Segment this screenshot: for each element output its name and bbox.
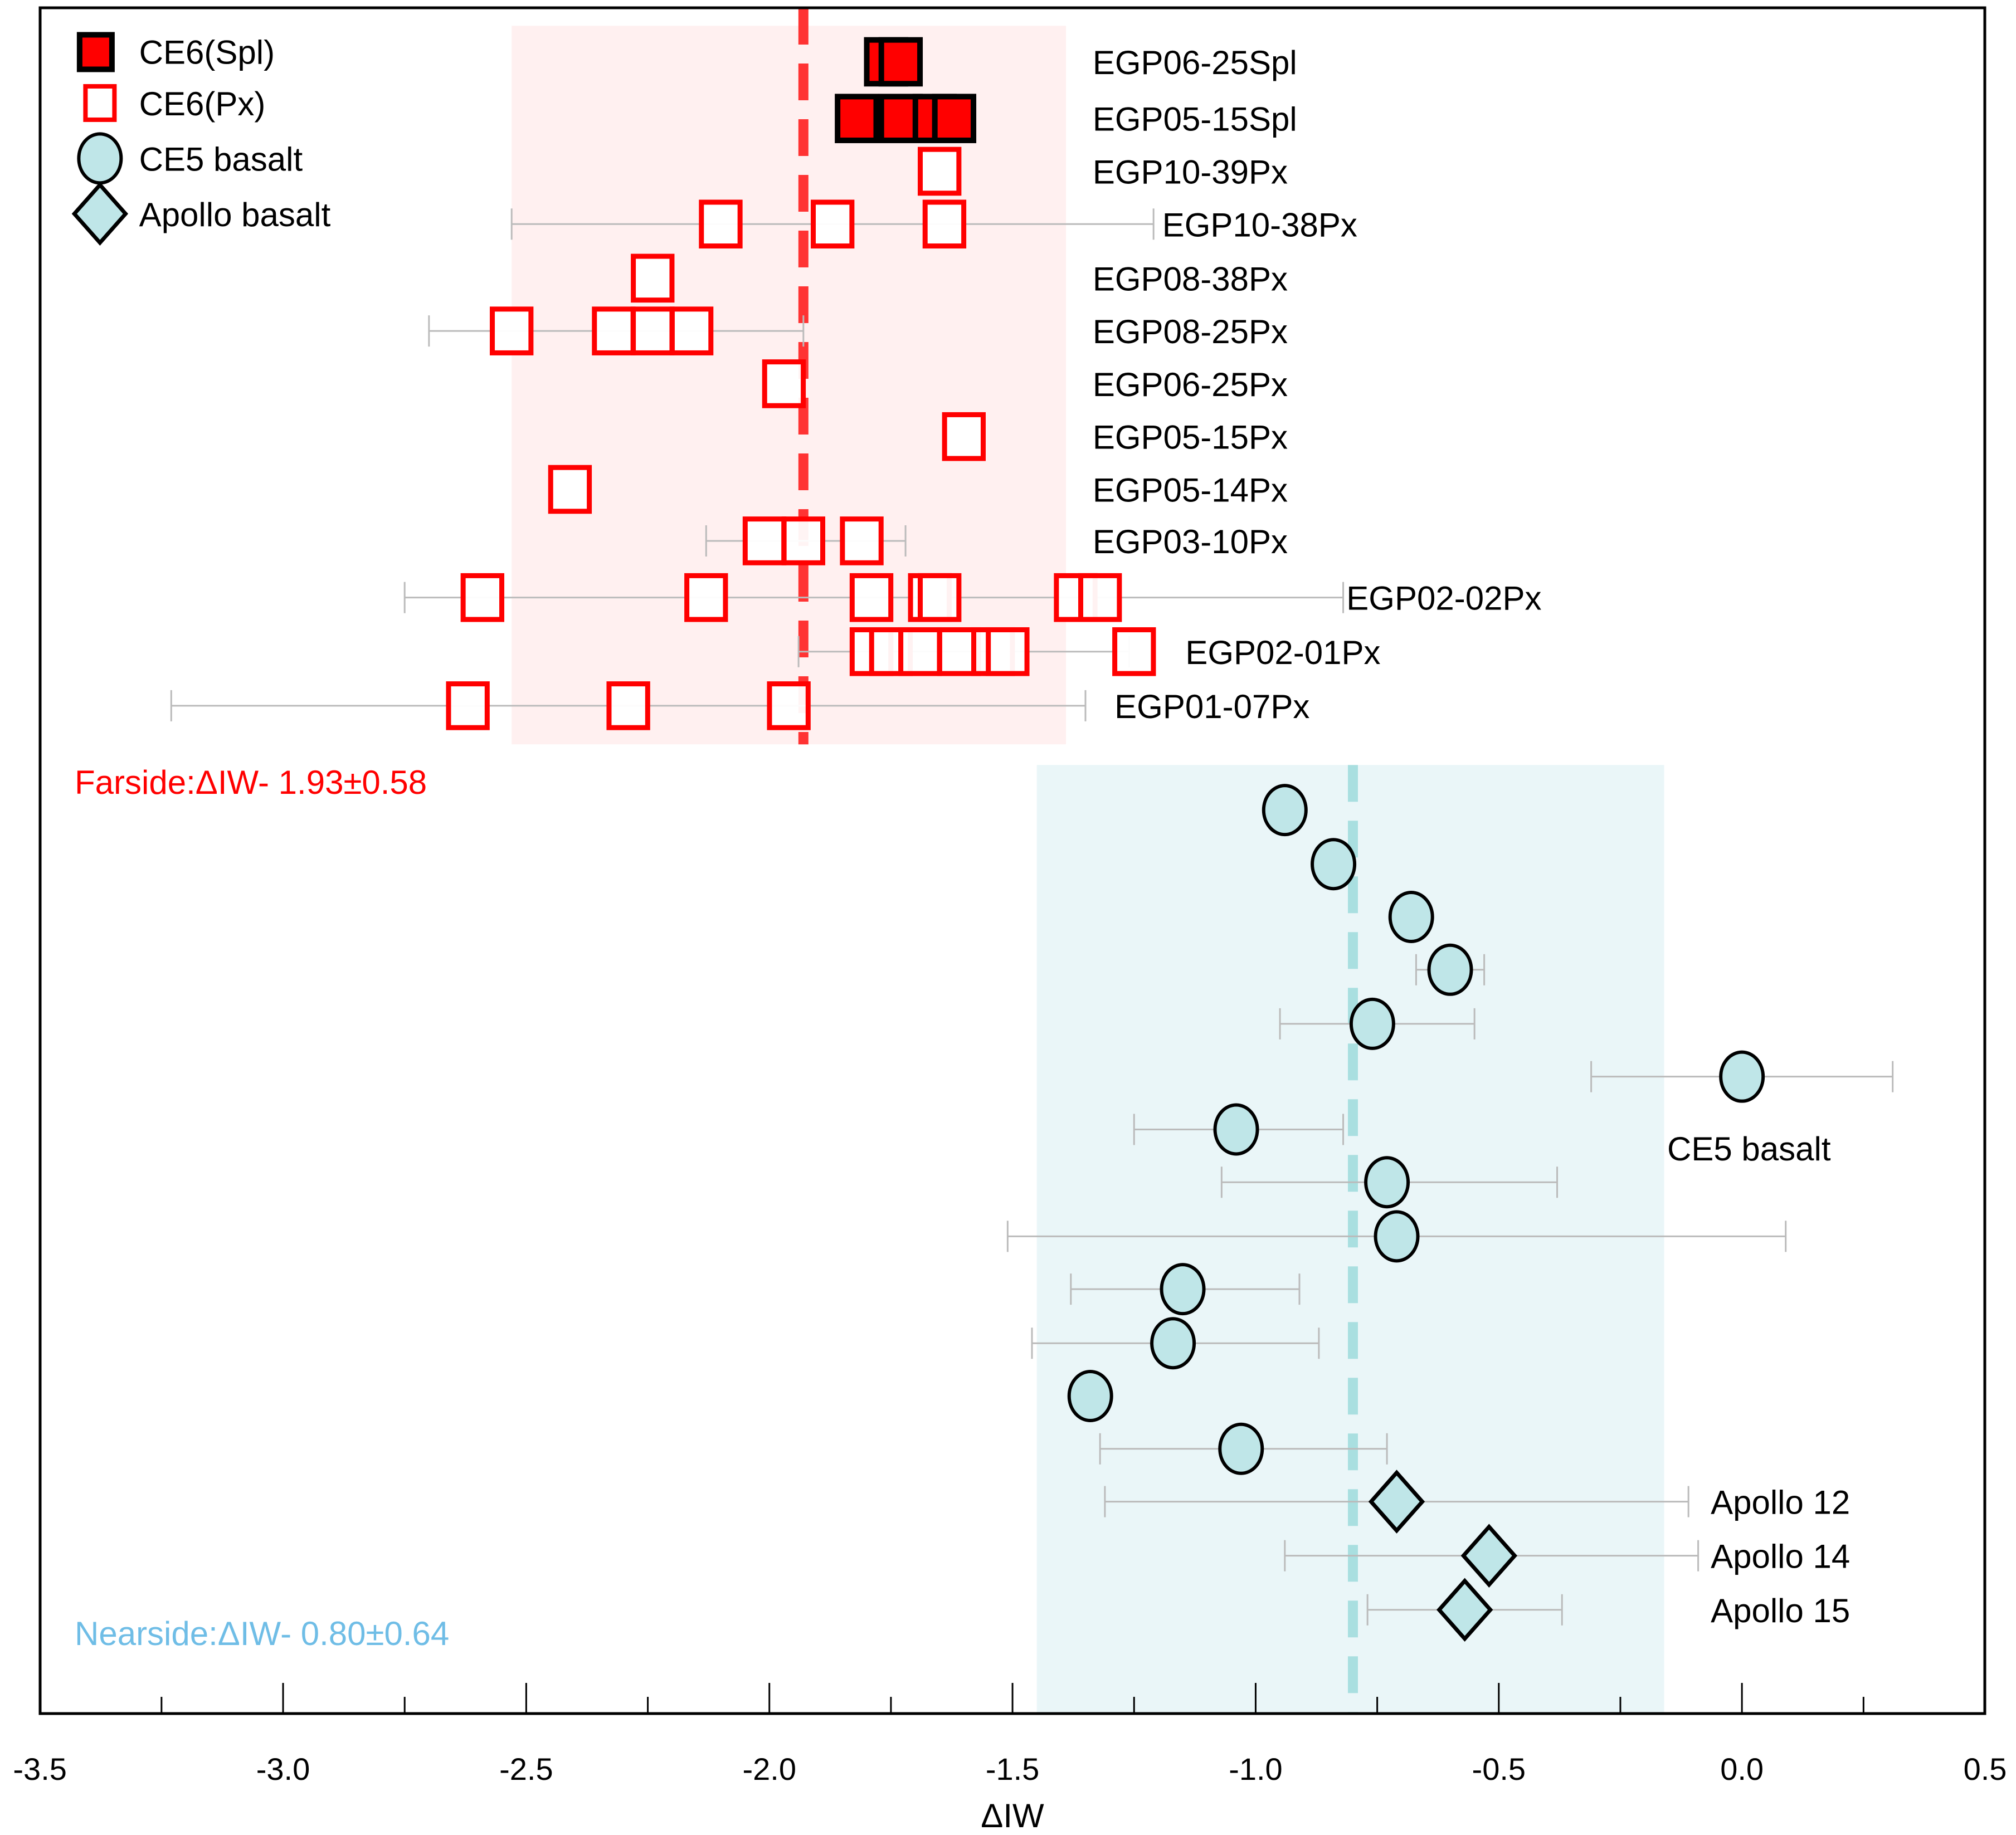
nearside-annotation: Nearside:ΔIW- 0.80±0.64 bbox=[75, 1615, 449, 1652]
ce6-px-marker bbox=[986, 627, 1030, 676]
legend-label: CE6(Spl) bbox=[139, 33, 275, 71]
x-tick-label: 0.5 bbox=[1964, 1751, 2007, 1787]
ce5-basalt-marker bbox=[1262, 784, 1308, 837]
ce6-px-marker bbox=[699, 199, 743, 249]
legend-label: Apollo basalt bbox=[139, 196, 331, 233]
legend-label: CE5 basalt bbox=[139, 140, 303, 178]
ce6-px-marker bbox=[942, 412, 986, 461]
ce6-px-marker bbox=[918, 147, 962, 196]
ce5-basalt-marker bbox=[1719, 1050, 1765, 1103]
legend-spl-icon bbox=[76, 32, 115, 72]
legend-ce5-icon bbox=[77, 132, 123, 185]
ce6-spl-marker bbox=[878, 37, 923, 87]
ce6-px-marker bbox=[669, 306, 714, 355]
ce6-px-marker bbox=[762, 359, 806, 408]
ce6-px-marker bbox=[460, 573, 505, 622]
ce5-basalt-marker bbox=[1388, 891, 1434, 944]
ce6-px-marker bbox=[781, 516, 826, 565]
farside-annotation: Farside:ΔIW- 1.93±0.58 bbox=[75, 764, 427, 801]
ce6-px-marker bbox=[849, 573, 894, 622]
ce6-px-marker bbox=[684, 573, 728, 622]
row-label-EGP08-38Px: EGP08-38Px bbox=[1093, 260, 1288, 297]
apollo-label: Apollo 15 bbox=[1711, 1592, 1850, 1629]
x-tick-label: -0.5 bbox=[1472, 1751, 1526, 1787]
row-label-EGP02-01Px: EGP02-01Px bbox=[1185, 634, 1380, 671]
ce6-px-marker bbox=[811, 199, 855, 249]
ce5-basalt-marker bbox=[1374, 1210, 1420, 1263]
ce6-px-marker bbox=[1078, 573, 1122, 622]
ce6-px-marker bbox=[918, 573, 962, 622]
ce6-spl-marker bbox=[835, 94, 879, 143]
row-label-EGP03-10Px: EGP03-10Px bbox=[1093, 523, 1288, 560]
ce5-basalt-marker bbox=[1364, 1156, 1410, 1209]
x-tick-label: -3.0 bbox=[256, 1751, 310, 1787]
ce6-px-marker bbox=[631, 253, 675, 303]
apollo-basalt-marker bbox=[1460, 1524, 1518, 1588]
row-label-EGP08-25Px: EGP08-25Px bbox=[1093, 313, 1288, 350]
row-label-EGP02-02Px: EGP02-02Px bbox=[1346, 580, 1541, 617]
legend-px-icon bbox=[83, 84, 117, 122]
apollo-basalt-marker bbox=[1368, 1470, 1425, 1534]
ce6-px-marker bbox=[592, 306, 636, 355]
row-label-EGP05-14Px: EGP05-14Px bbox=[1093, 471, 1288, 509]
apollo-basalt-marker bbox=[1436, 1578, 1493, 1642]
ce5-basalt-marker bbox=[1067, 1370, 1113, 1423]
ce5-basalt-marker bbox=[1160, 1263, 1206, 1316]
shaded-bands bbox=[512, 26, 1664, 1714]
ce5-basalt-marker bbox=[1213, 1103, 1259, 1156]
x-tick-label: -1.0 bbox=[1229, 1751, 1283, 1787]
ce6-px-marker bbox=[606, 681, 650, 730]
row-label-EGP05-15Px: EGP05-15Px bbox=[1093, 419, 1288, 456]
ce6-px-marker bbox=[490, 306, 534, 355]
ce6-px-marker bbox=[631, 306, 675, 355]
ce6-px-marker bbox=[922, 199, 967, 249]
row-label-EGP05-15Spl: EGP05-15Spl bbox=[1093, 101, 1297, 138]
legend: CE6(Spl) CE6(Px) CE5 basalt Apollo basalt bbox=[71, 32, 331, 246]
apollo-label: Apollo 12 bbox=[1711, 1484, 1850, 1521]
ce5-basalt-marker bbox=[1150, 1317, 1196, 1370]
ce6-px-marker bbox=[840, 516, 884, 565]
ce6-spl-marker bbox=[932, 94, 977, 143]
legend-label: CE6(Px) bbox=[139, 85, 266, 123]
ce5-basalt-marker bbox=[1311, 838, 1357, 891]
legend-apollo-icon bbox=[71, 182, 129, 246]
ce6-px-marker bbox=[548, 465, 592, 514]
x-axis-label: ΔIW bbox=[981, 1797, 1044, 1834]
ce6-px-marker bbox=[446, 681, 490, 730]
row-label-EGP06-25Px: EGP06-25Px bbox=[1093, 366, 1288, 403]
x-tick-label: 0.0 bbox=[1720, 1751, 1764, 1787]
ce6-px-marker bbox=[767, 681, 811, 730]
ce5-basalt-marker bbox=[1427, 943, 1473, 996]
ce6-px-marker bbox=[898, 627, 942, 676]
data-markers bbox=[446, 37, 1765, 1642]
ce5-basalt-label: CE5 basalt bbox=[1667, 1130, 1831, 1168]
x-axis: -3.5 -3.0 -2.5 -2.0 -1.5 -1.0 -0.5 0.0 0.5 bbox=[13, 1683, 2007, 1787]
row-label-EGP06-25Spl: EGP06-25Spl bbox=[1093, 44, 1297, 81]
ce6-px-marker bbox=[742, 516, 787, 565]
ce6-px-marker bbox=[1112, 627, 1156, 676]
x-tick-label: -2.0 bbox=[742, 1751, 796, 1787]
apollo-label: Apollo 14 bbox=[1711, 1538, 1850, 1575]
row-label-EGP10-39Px: EGP10-39Px bbox=[1093, 153, 1288, 191]
x-tick-label: -1.5 bbox=[986, 1751, 1040, 1787]
row-label-EGP10-38Px: EGP10-38Px bbox=[1162, 206, 1357, 243]
x-tick-label: -2.5 bbox=[499, 1751, 553, 1787]
ce5-basalt-marker bbox=[1218, 1422, 1264, 1475]
ce5-basalt-marker bbox=[1349, 997, 1395, 1050]
row-label-EGP01-07Px: EGP01-07Px bbox=[1114, 688, 1309, 725]
x-tick-label: -3.5 bbox=[13, 1751, 67, 1787]
row-labels: EGP06-25Spl EGP05-15Spl EGP10-39Px EGP10-38… bbox=[1093, 44, 1850, 1629]
